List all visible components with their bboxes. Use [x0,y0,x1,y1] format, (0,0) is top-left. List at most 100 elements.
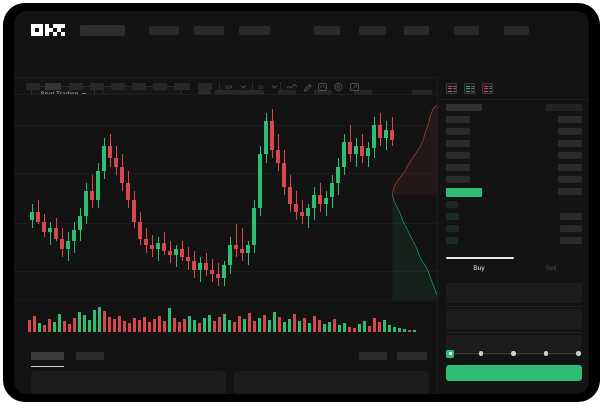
stat-24h-change-label [278,90,296,95]
indicator-label-icon[interactable]: MA [225,82,238,92]
chart-type-label-icon[interactable]: 1h [258,82,271,92]
pencil-icon[interactable] [302,82,313,92]
orderbook-ask-row-size-2[interactable] [558,140,582,147]
candle-body-12 [102,146,107,171]
order-amount-field[interactable] [446,309,582,329]
orderbook-bid-row-price-2[interactable] [446,225,459,232]
tab-order-history[interactable] [76,352,104,360]
tab-open-orders[interactable] [31,352,64,360]
orderbook-bid-row-price-1[interactable] [446,213,459,220]
orderbook-spread-size[interactable] [558,188,582,195]
stat-24h-high-label [314,90,332,95]
orderbook-bid-row-size-3[interactable] [560,237,582,244]
nav-item-5[interactable] [314,26,340,35]
candle-body-28 [198,263,203,270]
nav-item-7[interactable] [404,26,429,35]
timeframe-9[interactable] [198,83,212,90]
bottom-card-left[interactable] [31,371,226,394]
orderbook-ask-row-price-0[interactable] [446,116,470,123]
volume-bar-33 [193,320,197,332]
candle-body-47 [312,195,317,208]
candle-body-27 [192,261,197,270]
order-price-field[interactable] [446,283,582,303]
orderbook-view-bids-icon[interactable] [464,83,475,94]
candle-body-21 [156,242,161,249]
candle-body-8 [78,216,83,231]
timeframe-5[interactable] [111,83,125,90]
volume-bar-64 [348,327,352,332]
slider-step-25[interactable] [478,351,483,356]
orderbook-bid-row-size-2[interactable] [560,225,582,232]
orderbook-ask-row-price-3[interactable] [446,152,470,159]
timeframe-2[interactable] [45,83,61,90]
volume-bar-60 [328,322,332,332]
timeframe-7[interactable] [153,83,167,90]
candle-body-41 [276,150,281,163]
orderbook-ask-row-price-4[interactable] [446,164,470,171]
bell-icon[interactable] [317,82,328,92]
orderbook-spread-price[interactable] [446,188,482,197]
chevron-down-icon[interactable] [271,84,278,90]
bottom-card-right[interactable] [234,371,429,394]
timeframe-3[interactable] [69,83,83,90]
slider-step-100[interactable] [576,351,581,356]
volume-bar-25 [153,319,157,332]
chevron-down-icon[interactable] [240,84,247,90]
order-total-field[interactable] [446,335,582,355]
candle-body-23 [168,251,173,256]
timeframe-4[interactable] [90,83,104,90]
volume-bar-76 [408,330,412,332]
orderbook-ask-row-size-0[interactable] [558,116,582,123]
timeframe-8[interactable] [174,83,190,90]
orderbook-bid-row-price-3[interactable] [446,237,458,244]
tab-positions[interactable] [359,352,387,360]
chart-gridline-1 [14,173,437,174]
timeframe-6[interactable] [132,83,146,90]
orderbook-bid-row-price-0[interactable] [446,201,458,208]
nav-item-9[interactable] [504,26,529,35]
nav-item-8[interactable] [454,26,479,35]
candle-body-29 [204,263,209,270]
orderbook-ask-row-size-4[interactable] [558,164,582,171]
timeframe-1[interactable] [26,83,40,90]
orderbook-ask-row-price-1[interactable] [446,128,470,135]
candle-wick-45 [301,199,303,225]
orderbook-ask-row-price-5[interactable] [446,176,470,183]
buy-submit-button[interactable] [446,365,582,381]
slider-step-50[interactable] [511,351,516,356]
orderbook-header-right [546,104,582,111]
tab-buy[interactable]: Buy [473,265,485,272]
candle-wick-34 [235,224,237,258]
tab-sell[interactable]: Sell [545,265,557,272]
orderbook-ask-row-size-1[interactable] [558,128,582,135]
gear-icon[interactable] [333,82,344,92]
nav-item-1[interactable] [80,25,125,36]
nav-item-6[interactable] [359,26,386,35]
orderbook-view-asks-icon[interactable] [482,83,493,94]
volume-bar-41 [233,322,237,332]
orderbook-bid-row-size-1[interactable] [560,213,582,220]
orderbook-ask-row-size-5[interactable] [558,176,582,183]
depth-chart-overlay [392,104,437,300]
expand-icon[interactable] [349,82,360,92]
slider-step-75[interactable] [543,351,548,356]
wave-line-icon[interactable] [286,82,298,92]
candle-body-9 [84,191,89,216]
nav-item-4[interactable] [239,26,270,35]
orderbook-ask-row-size-3[interactable] [558,152,582,159]
tab-assets[interactable] [397,352,427,360]
volume-bar-77 [413,330,417,332]
orderbook-view-both-icon[interactable] [446,83,457,94]
candle-body-30 [210,269,215,274]
okx-logo[interactable] [31,24,73,36]
volume-bar-24 [148,322,152,332]
amount-slider[interactable] [446,349,582,358]
candlestick-chart[interactable] [14,95,437,300]
candle-body-17 [132,199,137,223]
orderbook-ask-row-price-2[interactable] [446,140,470,147]
volume-bar-37 [213,321,217,332]
nav-item-2[interactable] [149,26,179,35]
nav-item-3[interactable] [194,26,224,35]
slider-handle[interactable] [446,349,454,358]
